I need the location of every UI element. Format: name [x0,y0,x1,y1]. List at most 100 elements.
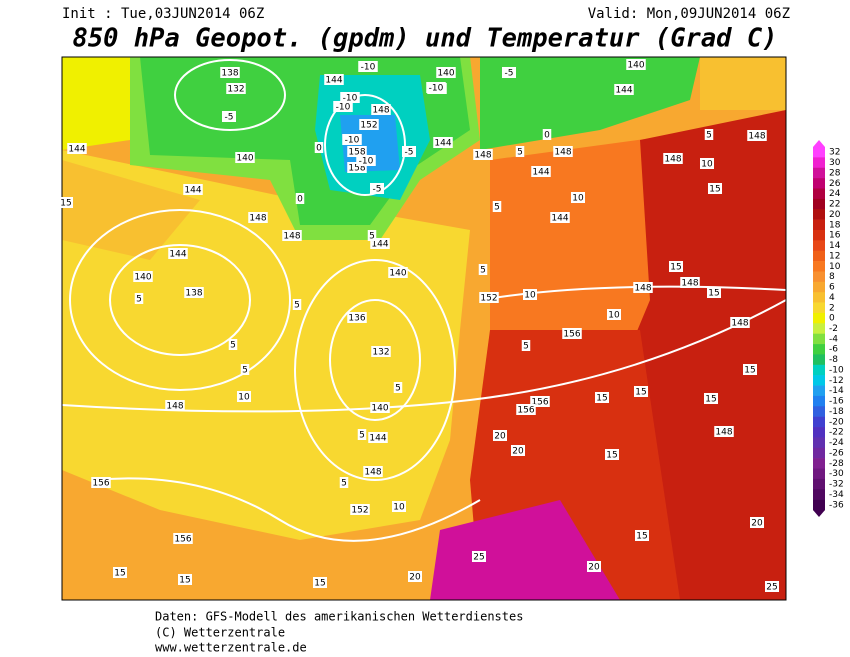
temperature-label: 5 [242,366,248,376]
temperature-label: 10 [238,393,250,403]
temperature-label-box [426,82,446,93]
temperature-label-box [605,449,619,460]
temperature-label: -10 [336,103,351,113]
colorbar-swatch [813,323,825,334]
map-frame [61,56,787,601]
temperature-label: 15 [705,395,716,405]
colorbar-swatch [813,209,825,220]
colorbar-swatch [813,375,825,386]
colorbar-swatch [813,250,825,262]
geopotential-label-box [473,149,493,160]
temperature-label: 0 [544,131,550,141]
colorbar-swatch [813,468,825,480]
colorbar-swatch [813,344,825,355]
temperature-label-box [595,392,609,403]
valid-time: Valid: Mon,09JUN2014 06Z [588,6,790,22]
temperature-label: -10 [345,136,360,146]
temperature-label: -10 [429,84,444,94]
colorbar-top-arrow [813,140,825,147]
geopotential-label: 140 [134,273,151,283]
geopotential-label: 144 [371,240,388,250]
colorbar-swatch [813,416,825,428]
geopotential-label-box [371,346,391,357]
geopotential-label-box [370,238,390,249]
temperature-label: 15 [606,451,617,461]
temperature-label-box [700,158,714,169]
colorbar-label: 24 [829,189,841,199]
temperature-label-box [571,192,585,203]
footer-line: www.wetterzentrale.de [155,641,307,655]
colorbar-swatch [813,364,825,376]
temperature-label-box [313,577,327,588]
footer-line: Daten: GFS-Modell des amerikanischen Wet… [155,610,523,624]
temperature-label: 5 [294,301,300,311]
temperature-label-box [178,574,192,585]
colorbar-swatch [813,499,825,511]
colorbar-swatch [813,240,825,252]
geopotential-label-box [183,184,203,195]
temperature-label: -5 [505,69,514,79]
colorbar-swatch [813,167,825,179]
temperature-label: 10 [393,503,405,513]
geopotential-label-box [562,328,582,339]
colorbar-swatch [813,229,825,241]
temperature-label-box [358,61,378,72]
temperature-label-box [704,393,718,404]
temperature-label: 10 [701,160,713,170]
geopotential-label: 148 [364,468,381,478]
footer-line: (C) Wetterzentrale [155,626,285,640]
colorbar-label: -22 [829,428,844,438]
geopotential-label-box [173,533,193,544]
geopotential-label: 136 [348,314,365,324]
temperature-label-box [408,571,422,582]
geopotential-label-box [550,212,570,223]
geopotential-label: 158 [348,164,365,174]
colorbar-bottom-arrow [813,510,825,517]
colorbar-swatch [813,147,825,158]
geopotential-label: 148 [283,232,300,242]
temperature-label: 10 [572,194,584,204]
temperature-label-box [521,340,531,351]
temperature-label-box [402,146,416,157]
temperature-label: 10 [608,311,620,321]
colorbar-label: -14 [829,386,844,396]
temperature-label-box [134,293,144,304]
temperature-label: -5 [373,185,382,195]
geopotential-label-box [184,287,204,298]
temperature-label: -10 [359,157,374,167]
geopotential-label: 144 [532,168,549,178]
geopotential-label-box [347,146,367,157]
geopotential-label-box [663,153,683,164]
colorbar-label: -26 [829,448,844,458]
temperature-label-box [472,551,486,562]
geopotential-label: 140 [389,269,406,279]
geopotential-label-box [324,74,344,85]
colorbar-swatch [813,437,825,449]
temperature-label: 20 [588,563,600,573]
temperature-label-box [356,155,376,166]
geopotential-label: 144 [551,214,568,224]
geopotential-label: 144 [184,186,201,196]
temperature-label: 20 [494,432,506,442]
geopotential-label: 156 [92,479,109,489]
colorbar-label: -20 [829,417,844,427]
colorbar-swatch [813,427,825,438]
temperature-label: 5 [395,384,401,394]
temperature-label: 5 [517,148,523,158]
colorbar-swatch [813,478,825,490]
temperature-label-box [59,197,73,208]
colorbar-label: -24 [829,438,844,448]
colorbar-label: -12 [829,376,844,386]
geopotential-label: 140 [236,154,253,164]
temperature-label: 25 [766,583,777,593]
geopotential-label: 144 [68,145,85,155]
temperature-label: 15 [179,576,190,586]
colorbar-swatch [813,395,825,407]
temperature-label-box [502,67,516,78]
temperature-label-box [511,445,525,456]
temperature-label: -10 [361,63,376,73]
geopotential-label: 148 [249,214,266,224]
temperature-label-box [393,382,403,393]
temperature-label-box [342,134,362,145]
